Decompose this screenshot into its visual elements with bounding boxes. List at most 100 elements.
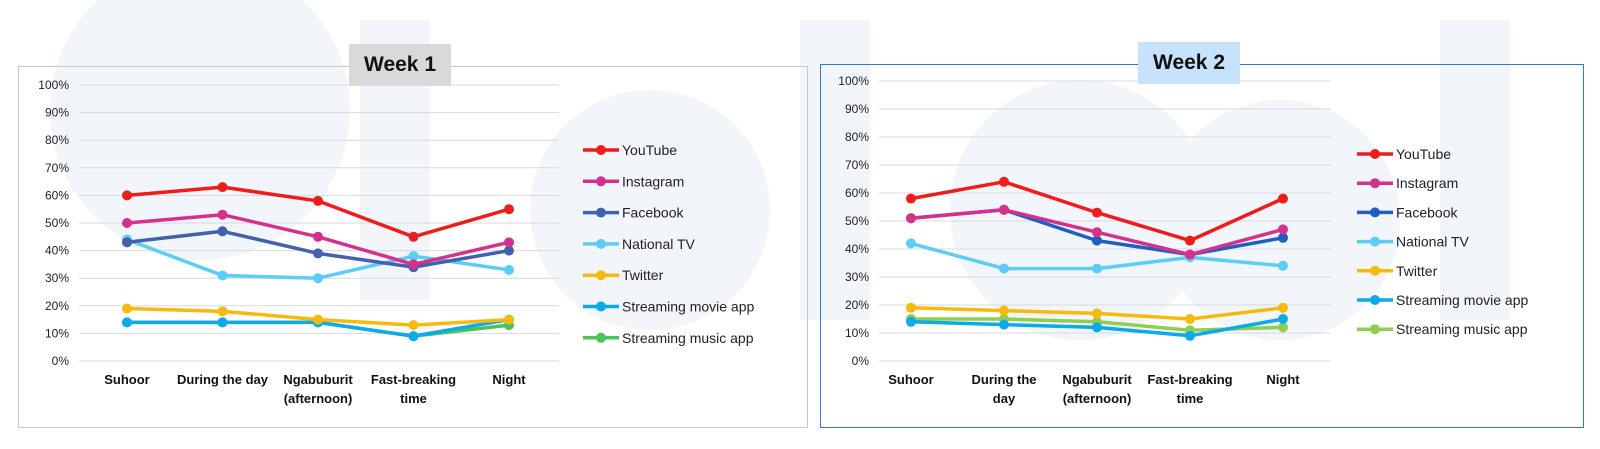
legend-swatch-marker <box>1370 207 1380 218</box>
legend-swatch-marker <box>596 207 606 218</box>
chart-week-1: 0% 10% 20% 30% 40% 50% 60% 70% 80% 90% 100% Suhoor D… <box>38 78 755 406</box>
data-point-facebook-week-1 <box>504 245 514 256</box>
x-tick-label: During the day <box>177 372 269 387</box>
legend-label: Instagram <box>622 173 684 189</box>
legend-label: Streaming movie app <box>622 299 755 315</box>
legend-swatch-marker <box>596 301 606 312</box>
legend-entry-facebook-week-2: Facebook <box>1357 204 1458 220</box>
data-point-youtube-week-2 <box>1185 235 1195 246</box>
data-point-youtube-week-2 <box>999 176 1009 187</box>
legend-entry-instagram-week-1: Instagram <box>583 173 684 189</box>
data-point-twitter-week-1 <box>504 314 514 325</box>
chart-panel-week-2: 0% 10% 20% 30% 40% 50% 60% 70% 80% 90% 100% Suhoor D… <box>820 64 1584 428</box>
y-tick-label: 40% <box>845 242 869 256</box>
legend-label: Facebook <box>1396 204 1458 220</box>
legend-entry-instagram-week-2: Instagram <box>1357 175 1458 191</box>
y-tick-label: 100% <box>38 78 69 92</box>
data-point-national-tv-week-1 <box>504 264 514 275</box>
legend-label: National TV <box>622 236 696 252</box>
data-point-youtube-week-1 <box>217 182 228 193</box>
legend-entry-streaming-music-app-week-1: Streaming music app <box>583 330 754 346</box>
legend-swatch-marker <box>1370 178 1380 189</box>
legend-entry-twitter-week-2: Twitter <box>1357 263 1438 279</box>
data-point-facebook-week-1 <box>217 226 228 237</box>
data-point-instagram-week-1 <box>122 218 132 228</box>
x-tick-label: Night <box>1266 372 1300 387</box>
legend-label: Instagram <box>1396 175 1458 191</box>
x-tick-label: During the <box>972 372 1037 387</box>
x-tick-label: time <box>400 391 427 406</box>
data-point-instagram-week-1 <box>504 237 514 248</box>
data-point-national-tv-week-2 <box>999 263 1009 274</box>
data-point-instagram-week-2 <box>906 213 916 224</box>
data-point-streaming-movie-app-week-2 <box>1092 322 1102 333</box>
legend-entry-streaming-movie-app-week-1: Streaming movie app <box>583 299 755 315</box>
series-line-youtube-week-1 <box>126 185 510 239</box>
data-point-instagram-week-1 <box>217 209 228 220</box>
legend-label: Twitter <box>622 267 664 283</box>
data-point-instagram-week-2 <box>1092 227 1102 238</box>
legend-label: Streaming music app <box>622 330 754 346</box>
y-tick-label: 30% <box>845 270 869 284</box>
y-tick-label: 60% <box>45 188 69 202</box>
legend-label: Facebook <box>622 205 684 221</box>
data-point-streaming-movie-app-week-2 <box>906 316 916 327</box>
legend-swatch-marker <box>596 238 606 249</box>
y-tick-label: 70% <box>45 161 69 175</box>
data-point-national-tv-week-1 <box>313 273 323 284</box>
data-point-instagram-week-2 <box>1278 224 1288 235</box>
data-point-streaming-movie-app-week-1 <box>122 317 132 328</box>
legend-swatch-marker <box>1370 149 1380 159</box>
data-point-national-tv-week-2 <box>1278 260 1288 271</box>
x-tick-label: (afternoon) <box>284 391 353 406</box>
y-tick-label: 30% <box>45 271 69 285</box>
data-point-twitter-week-2 <box>1278 302 1288 313</box>
legend-entry-twitter-week-1: Twitter <box>583 267 664 283</box>
data-point-youtube-week-1 <box>122 190 132 201</box>
legend-swatch-marker <box>596 176 606 187</box>
legend-label: Streaming music app <box>1396 321 1528 337</box>
data-point-national-tv-week-2 <box>1092 263 1102 274</box>
x-tick-label: Suhoor <box>888 372 934 387</box>
legend-entry-facebook-week-1: Facebook <box>583 205 684 221</box>
data-point-national-tv-week-1 <box>408 251 419 262</box>
legend-label: YouTube <box>622 142 677 158</box>
legend-entry-streaming-music-app-week-2: Streaming music app <box>1357 321 1528 337</box>
data-point-twitter-week-2 <box>999 305 1009 316</box>
data-point-twitter-week-2 <box>1092 308 1102 319</box>
legend-swatch-marker <box>1370 265 1380 276</box>
legend-label: National TV <box>1396 234 1470 250</box>
y-tick-label: 10% <box>45 326 69 340</box>
data-point-instagram-week-2 <box>999 204 1009 215</box>
data-point-twitter-week-1 <box>408 320 419 331</box>
x-tick-label: (afternoon) <box>1063 391 1132 406</box>
data-point-instagram-week-1 <box>408 259 419 270</box>
data-point-youtube-week-2 <box>1278 193 1288 204</box>
chart-title-week-2: Week 2 <box>1138 42 1240 84</box>
y-tick-label: 0% <box>52 354 70 368</box>
data-point-instagram-week-1 <box>313 231 323 242</box>
y-tick-label: 50% <box>845 214 869 228</box>
data-point-streaming-movie-app-week-1 <box>408 331 419 342</box>
x-tick-label: Fast-breaking <box>371 372 456 387</box>
data-point-streaming-movie-app-week-1 <box>217 317 228 328</box>
data-point-streaming-music-app-week-2 <box>1278 322 1288 333</box>
data-point-national-tv-week-1 <box>217 270 228 281</box>
legend-swatch-marker <box>1370 236 1380 247</box>
data-point-streaming-movie-app-week-2 <box>1278 314 1288 324</box>
legend-label: Twitter <box>1396 263 1438 279</box>
y-tick-label: 20% <box>845 298 869 312</box>
legend-entry-youtube-week-2: YouTube <box>1357 146 1451 162</box>
x-tick-label: Fast-breaking <box>1147 372 1232 387</box>
y-tick-label: 80% <box>845 130 869 144</box>
y-tick-label: 20% <box>45 299 69 313</box>
x-tick-label: time <box>1177 391 1204 406</box>
legend-label: Streaming movie app <box>1396 292 1529 308</box>
y-tick-label: 60% <box>845 186 869 200</box>
data-point-twitter-week-1 <box>217 306 228 317</box>
y-tick-label: 40% <box>45 244 69 258</box>
legend-entry-streaming-movie-app-week-2: Streaming movie app <box>1357 292 1529 308</box>
data-point-streaming-movie-app-week-2 <box>999 319 1009 330</box>
legend-swatch-marker <box>596 332 606 343</box>
data-point-youtube-week-2 <box>1092 207 1102 218</box>
